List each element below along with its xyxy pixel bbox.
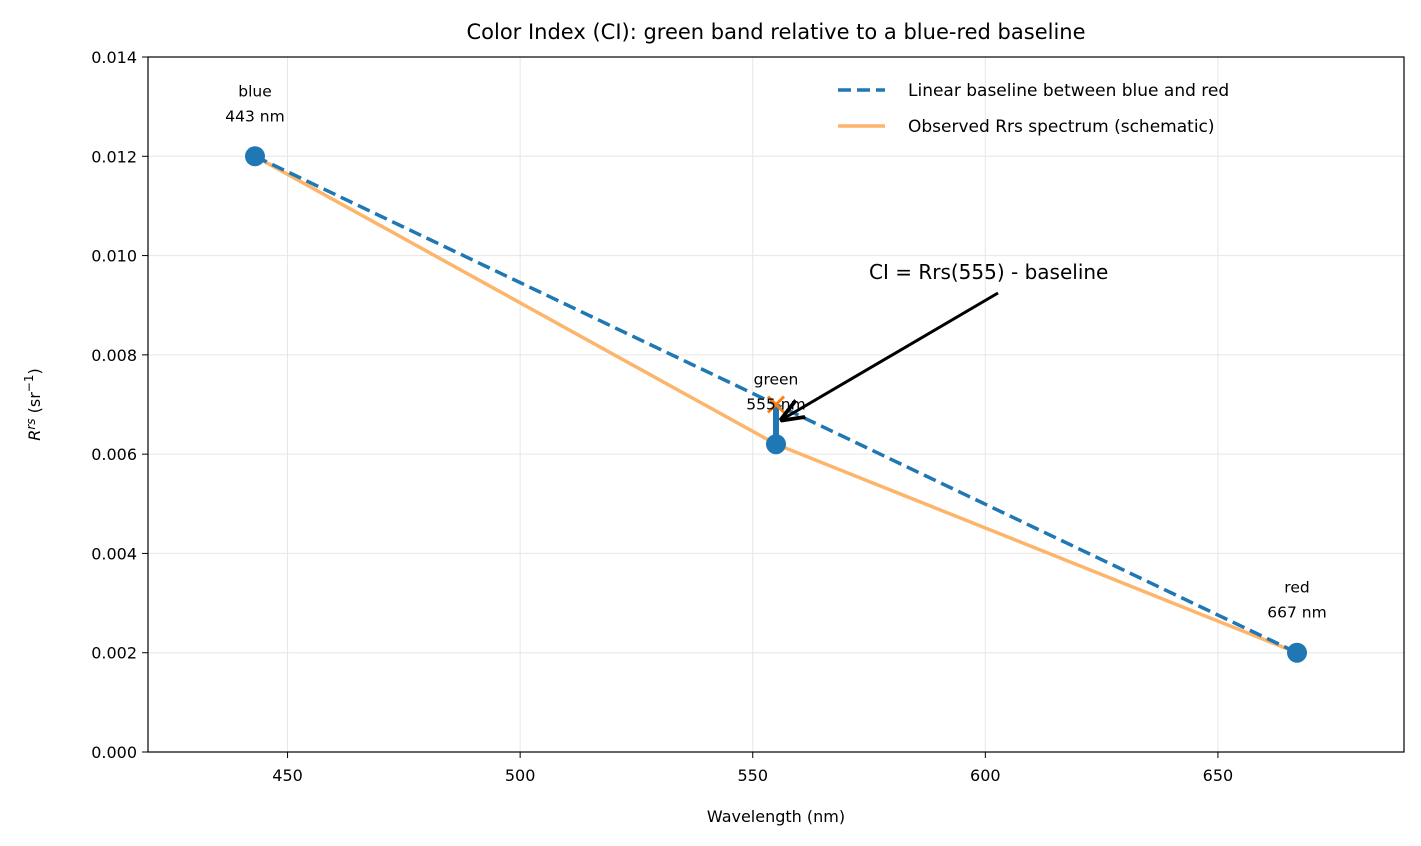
y-tick-label: 0.004 (91, 544, 137, 563)
y-axis-label: Rrs (sr−1) (22, 368, 44, 441)
x-tick-label: 550 (737, 766, 768, 785)
y-tick-label: 0.000 (91, 743, 137, 762)
y-axis-label-part: ) (25, 368, 44, 374)
y-axis-label-part: −1 (22, 374, 36, 392)
plot-frame (147, 56, 1405, 753)
point-label: 443 nm (225, 107, 284, 125)
x-axis-label: Wavelength (nm) (707, 807, 845, 826)
x-tick-label: 500 (505, 766, 536, 785)
y-axis-label-part: (sr (25, 392, 44, 419)
legend-label: Observed Rrs spectrum (schematic) (908, 117, 1215, 137)
point-label: red (1284, 579, 1309, 597)
x-tick-label: 650 (1203, 766, 1234, 785)
y-axis-label-part: R (25, 430, 44, 441)
point-label: green (754, 371, 799, 389)
y-tick-label: 0.008 (91, 346, 137, 365)
y-tick-label: 0.012 (91, 147, 137, 166)
legend-label: Linear baseline between blue and red (908, 81, 1229, 101)
annotation-arrow (782, 291, 999, 420)
y-axis-label-part: rs (24, 418, 38, 429)
y-tick-label: 0.010 (91, 247, 137, 266)
point-marker (766, 434, 786, 455)
chart-title: Color Index (CI): green band relative to… (466, 20, 1085, 44)
point-label: blue (238, 82, 272, 100)
y-tick-label: 0.002 (91, 644, 137, 663)
x-tick-label: 450 (272, 766, 303, 785)
annotation: CI = Rrs(555) - baseline (869, 260, 1108, 284)
x-tick-label: 600 (970, 766, 1001, 785)
y-tick-label: 0.014 (91, 48, 137, 67)
y-tick-label: 0.006 (91, 445, 137, 464)
point-label: 667 nm (1267, 604, 1326, 622)
point-marker (244, 146, 265, 167)
point-marker (1287, 642, 1308, 663)
